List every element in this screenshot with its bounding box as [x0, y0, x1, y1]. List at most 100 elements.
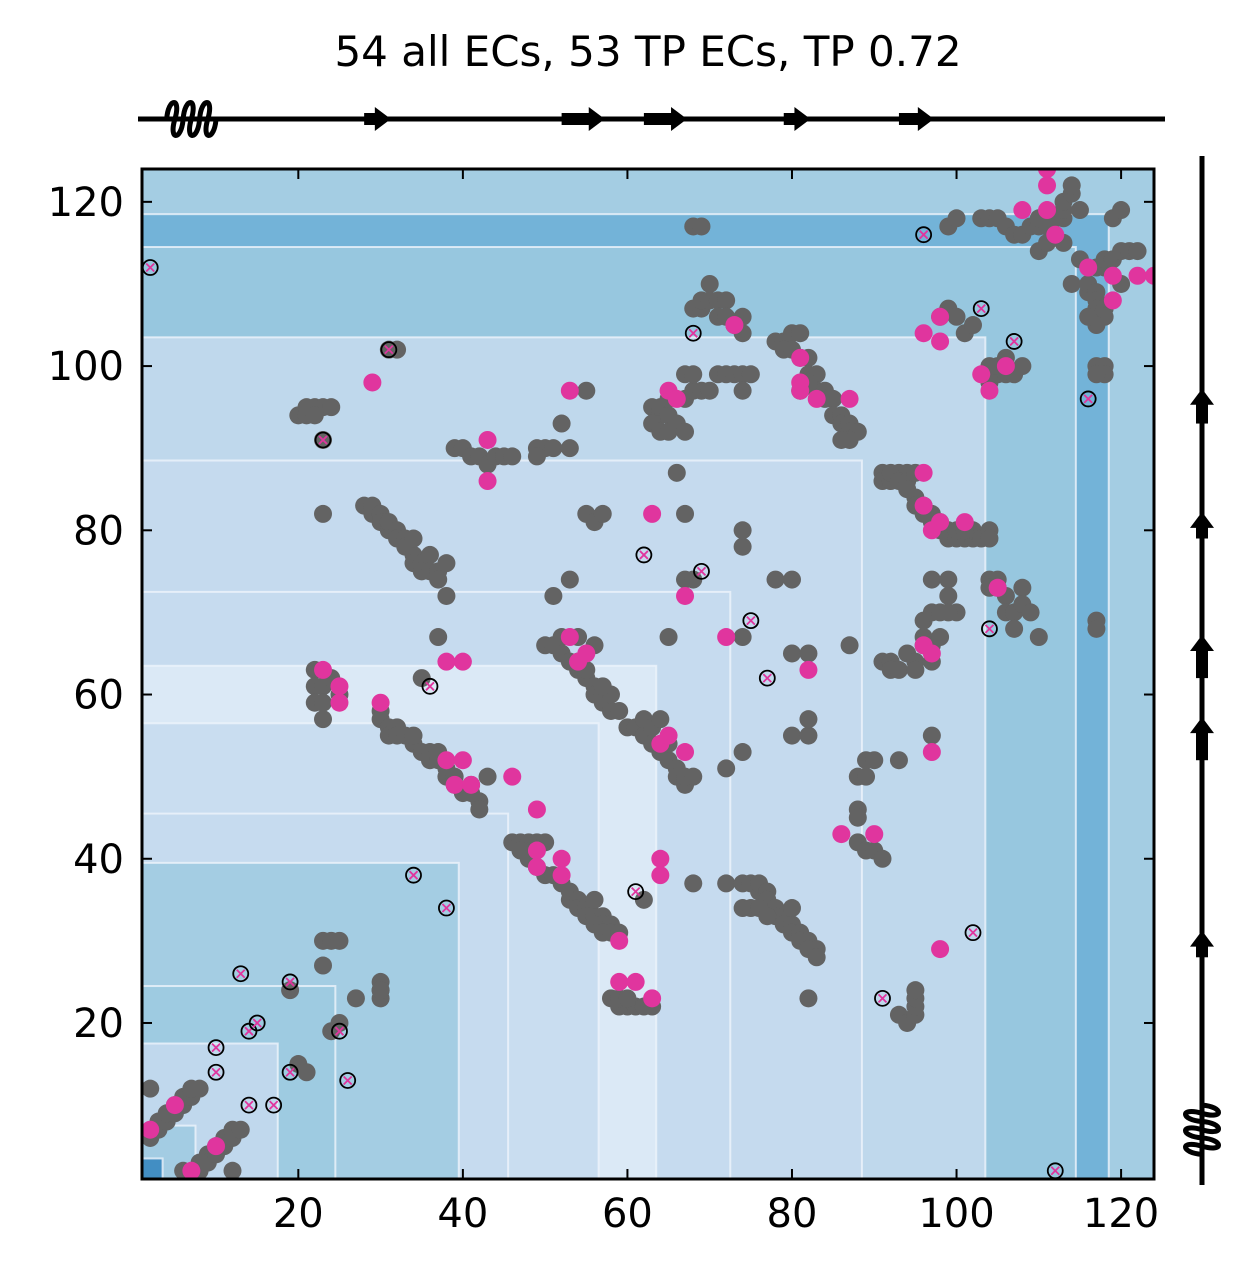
contact-point-198: [659, 628, 678, 647]
contact-point-335: [848, 808, 867, 827]
contact-point-327: [980, 529, 999, 548]
predicted-false-point-25: [964, 924, 982, 942]
predicted-true-point-40: [725, 316, 744, 335]
predicted-true-point-49: [865, 825, 884, 844]
x-tick-label-4: 100: [918, 1191, 994, 1237]
predicted-true-point-5: [330, 677, 349, 696]
predicted-false-ring-28: [1005, 333, 1023, 350]
predicted-false-ring-24: [915, 226, 933, 244]
x-tick-label-2: 60: [602, 1191, 653, 1237]
predicted-true-point-62: [972, 365, 991, 384]
predicted-false-x-10: [334, 1026, 345, 1036]
secondary-structure-right-track: [1183, 156, 1221, 1185]
predicted-true-point-48: [832, 825, 851, 844]
predicted-false-x-0: [145, 262, 155, 273]
contact-point-350: [889, 660, 908, 679]
predicted-true-point-18: [527, 800, 546, 819]
predicted-true-point-61: [955, 513, 974, 532]
strand-top-arrow-4: [917, 107, 934, 131]
predicted-true-point-47: [840, 389, 859, 408]
contact-point-30: [314, 956, 333, 975]
domain-block-13: [142, 1158, 163, 1179]
contact-point-158: [577, 381, 596, 400]
predicted-false-ring-19: [684, 324, 702, 342]
contact-point-276: [840, 636, 859, 655]
y-axis-ticks: 20 40 60 80 100 120: [48, 180, 1154, 1047]
strand-top-body-4: [898, 113, 920, 125]
predicted-false-x-20: [696, 566, 707, 576]
predicted-false-ring-27: [981, 620, 998, 638]
contact-point-52: [314, 693, 333, 712]
predicted-true-point-69: [1038, 169, 1057, 178]
secondary-structure-top-track: [138, 100, 1165, 138]
strand-right-arrow-0: [1190, 930, 1214, 947]
predicted-true-point-45: [799, 660, 818, 679]
contact-point-422: [1079, 307, 1098, 326]
predicted-false-ring-8: [281, 1063, 299, 1081]
plot-frame: [140, 167, 1156, 1181]
x-tick-label-1: 40: [437, 1191, 488, 1237]
contact-point-0: [142, 1079, 160, 1098]
contact-point-220: [717, 291, 736, 310]
strand-top-arrow-1: [588, 107, 605, 131]
predicted-false-x-13: [384, 345, 394, 355]
contact-point-290: [824, 389, 843, 408]
domain-block-edge-13: [142, 1157, 164, 1179]
contact-point-441: [947, 209, 966, 228]
contact-point-228: [692, 217, 711, 236]
contact-point-189: [651, 710, 670, 729]
predicted-false-point-24: [915, 226, 933, 244]
predicted-false-x-16: [441, 903, 452, 913]
predicted-true-point-59: [922, 644, 941, 663]
predicted-true-point-21: [552, 849, 571, 868]
domain-background-blocks: [142, 169, 1154, 1179]
predicted-false-point-28: [1005, 333, 1023, 350]
contact-points: [142, 176, 1147, 1179]
contact-point-265: [758, 907, 777, 926]
contact-point-331: [857, 767, 876, 786]
predicted-false-x-8: [285, 1067, 295, 1077]
predicted-false-ring-1: [207, 1039, 225, 1057]
predicted-true-point-2: [182, 1161, 201, 1179]
predicted-true-point-72: [1103, 266, 1122, 285]
predicted-true-point-65: [996, 357, 1015, 376]
y-tick-label-2: 60: [73, 673, 124, 719]
strand-right-arrow-3: [1190, 511, 1214, 528]
contact-point-145: [585, 890, 604, 909]
predicted-true-point-17: [503, 767, 522, 786]
predicted-false-x-15: [425, 681, 435, 691]
predicted-false-ring-12: [314, 431, 332, 449]
strand-top-body-2: [643, 113, 674, 125]
predicted-false-point-21: [742, 612, 760, 630]
predicted-true-point-27: [610, 931, 629, 950]
predicted-false-ring-18: [635, 546, 653, 564]
strand-top-arrow-3: [794, 107, 811, 131]
predicted-true-points: [142, 169, 1154, 1179]
predicted-false-point-13: [380, 341, 398, 359]
predicted-true-point-14: [462, 775, 481, 794]
predicted-true-point-66: [1013, 201, 1032, 220]
predicted-false-ring-3: [232, 965, 250, 983]
contact-point-384: [963, 316, 982, 335]
contact-point-240: [733, 743, 752, 762]
predicted-true-point-1: [165, 1096, 184, 1115]
contact-point-53: [314, 710, 333, 729]
contact-point-361: [939, 570, 958, 589]
contact-point-409: [1070, 201, 1089, 220]
contact-point-75: [437, 586, 456, 605]
predicted-false-ring-26: [972, 300, 990, 317]
predicted-true-point-29: [626, 972, 645, 991]
contact-point-25: [231, 1120, 250, 1139]
predicted-false-point-9: [281, 973, 299, 991]
predicted-true-point-46: [807, 389, 826, 408]
predicted-false-ring-9: [281, 973, 299, 991]
contact-point-156: [560, 439, 579, 458]
strand-right-arrow-2: [1190, 635, 1214, 652]
y-tick-label-5: 120: [48, 180, 124, 226]
predicted-true-point-35: [651, 866, 670, 885]
strand-right-arrow-1: [1190, 717, 1214, 734]
predicted-false-x-5: [244, 1100, 254, 1110]
contact-point-266: [799, 989, 818, 1008]
contact-point-153: [618, 989, 637, 1008]
y-tick-label-3: 80: [73, 508, 124, 554]
